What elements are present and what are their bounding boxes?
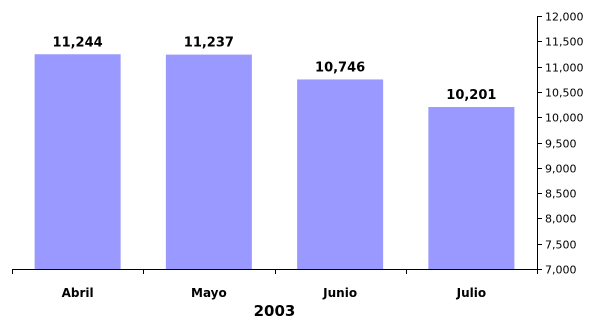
bar bbox=[297, 79, 384, 270]
bar bbox=[34, 54, 121, 269]
data-labels: 11,244 11,237 10,746 10,201 bbox=[53, 35, 497, 103]
x-axis-title: 2003 bbox=[254, 302, 296, 320]
x-tick-label: Junio bbox=[322, 286, 357, 300]
x-tick-label: Julio bbox=[456, 286, 486, 300]
x-axis-ticks: Abril Mayo Junio Julio bbox=[12, 269, 538, 300]
data-label: 10,746 bbox=[315, 60, 365, 75]
y-tick-label: 11,500 bbox=[545, 36, 584, 49]
x-tick-label: Abril bbox=[62, 286, 94, 300]
bar bbox=[165, 54, 252, 269]
data-label: 10,201 bbox=[446, 88, 496, 103]
y-tick-label: 10,500 bbox=[545, 87, 584, 100]
y-tick-label: 7,500 bbox=[545, 239, 577, 252]
y-tick-label: 9,500 bbox=[545, 138, 577, 151]
data-label: 11,237 bbox=[184, 36, 234, 51]
y-tick-label: 11,000 bbox=[545, 62, 584, 75]
y-tick-label: 8,000 bbox=[545, 213, 577, 226]
bars bbox=[34, 54, 515, 270]
y-tick-label: 7,000 bbox=[545, 264, 577, 277]
y-tick-label: 9,000 bbox=[545, 163, 577, 176]
axes bbox=[12, 16, 538, 270]
x-tick-label: Mayo bbox=[191, 286, 227, 300]
y-tick-label: 12,000 bbox=[545, 11, 584, 24]
bar bbox=[428, 107, 515, 269]
data-label: 11,244 bbox=[53, 35, 103, 50]
y-tick-label: 8,500 bbox=[545, 188, 577, 201]
y-axis-ticks: 7,000 7,500 8,000 8,500 9,000 9,500 10,000 10,5… bbox=[537, 11, 584, 277]
y-tick-label: 10,000 bbox=[545, 112, 584, 125]
